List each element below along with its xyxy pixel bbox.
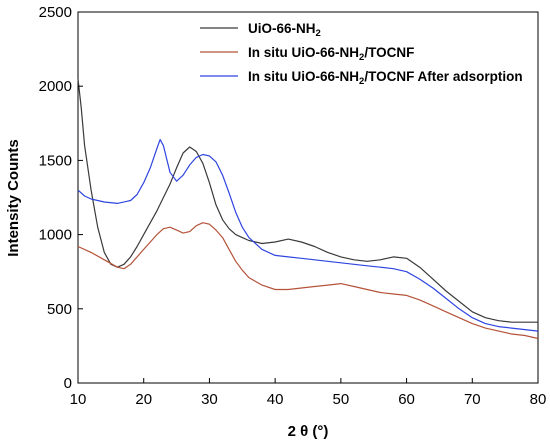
series-line-2 — [77, 222, 539, 340]
x-tick-label: 20 — [135, 391, 152, 408]
x-axis-ticks: 10 20 30 40 50 60 70 80 — [70, 378, 547, 408]
y-tick-label: 0 — [64, 375, 72, 392]
x-tick-label: 50 — [333, 391, 350, 408]
series-line-1 — [77, 78, 538, 323]
y-axis-title: Intensity Counts — [5, 139, 22, 257]
y-tick-label: 2500 — [39, 4, 72, 21]
x-tick-label: 80 — [530, 391, 547, 408]
x-tick-label: 30 — [201, 391, 218, 408]
y-axis-ticks: 0 500 1000 1500 2000 2500 — [39, 4, 83, 392]
legend: UiO-66-NH2 In situ UiO-66-NH2/TOCNF In s… — [200, 21, 523, 87]
y-tick-label: 1000 — [39, 227, 72, 244]
series-line-3 — [77, 139, 539, 332]
y-tick-label: 500 — [47, 301, 72, 318]
y-tick-label: 2000 — [39, 78, 72, 95]
legend-label-series-2: In situ UiO-66-NH2/TOCNF — [248, 45, 414, 63]
y-tick-label: 1500 — [39, 152, 72, 169]
x-axis-title: 2 θ (°) — [288, 423, 329, 440]
x-tick-label: 70 — [464, 391, 481, 408]
x-tick-label: 60 — [398, 391, 415, 408]
plot-frame — [77, 11, 539, 384]
x-tick-label: 40 — [267, 391, 284, 408]
plot-area: 10 20 30 40 50 60 70 80 0 500 1000 1500 2000 2500 — [39, 4, 547, 408]
series-layer — [77, 78, 539, 340]
legend-label-series-3: In situ UiO-66-NH2/TOCNF After adsorptio… — [248, 69, 523, 87]
legend-label-series-1: UiO-66-NH2 — [248, 21, 321, 39]
x-tick-label: 10 — [70, 391, 87, 408]
